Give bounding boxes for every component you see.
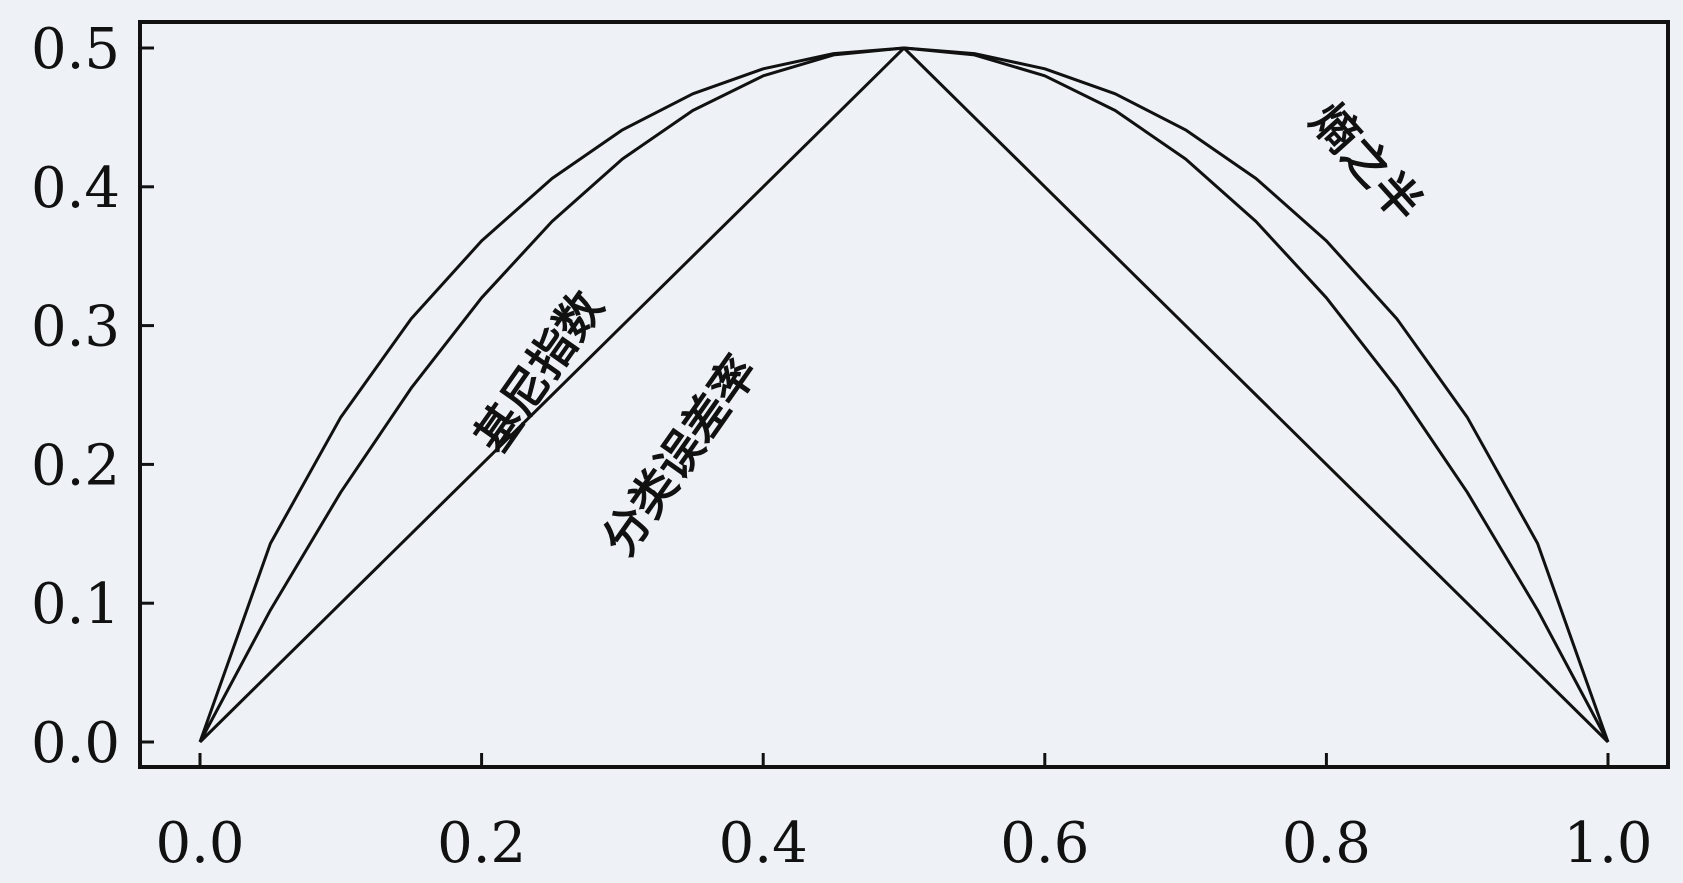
x-tick-label: 0.0 xyxy=(155,811,244,876)
y-tick-label: 0.4 xyxy=(31,156,120,221)
series-line-3 xyxy=(198,46,1610,744)
x-tick-label: 0.8 xyxy=(1282,811,1371,876)
y-tick-label: 0.5 xyxy=(31,17,120,82)
series-line-1 xyxy=(198,46,1610,743)
x-tick-label: 0.2 xyxy=(437,811,526,876)
series-line-2 xyxy=(198,46,1610,743)
curve-annotation: 分类误差率 xyxy=(592,346,768,565)
plot-frame xyxy=(138,20,1670,769)
y-tick-label: 0.2 xyxy=(31,433,120,498)
x-axis-ticks: 0.0 0.2 0.4 0.6 0.8 1.0 xyxy=(155,753,1653,876)
curve-annotation: 熵之半 xyxy=(1300,92,1433,231)
y-tick-label: 0.0 xyxy=(31,711,120,776)
x-tick-label: 0.4 xyxy=(719,811,808,876)
x-tick-label: 1.0 xyxy=(1563,811,1652,876)
series-lines xyxy=(198,46,1610,744)
y-tick-label: 0.1 xyxy=(31,572,120,637)
x-tick-label: 0.6 xyxy=(1000,811,1089,876)
y-axis-ticks: 0.0 0.1 0.2 0.3 0.4 0.5 xyxy=(31,17,154,776)
y-tick-label: 0.3 xyxy=(31,295,120,360)
curve-annotation: 基尼指数 xyxy=(464,281,614,463)
